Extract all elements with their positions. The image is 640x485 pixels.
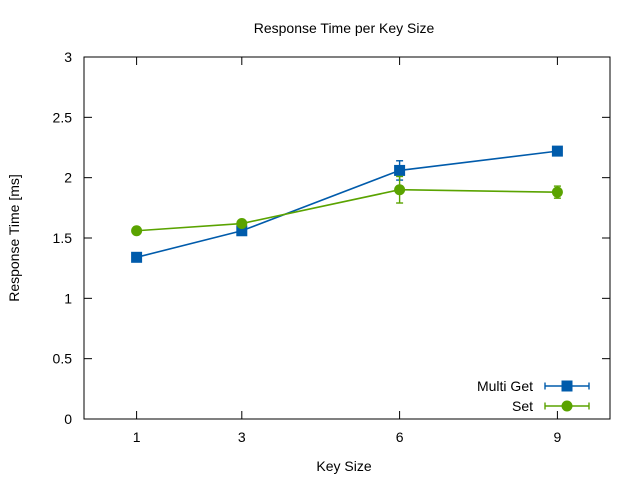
legend: Multi Get Set — [477, 378, 590, 414]
x-tick-label: 9 — [554, 429, 562, 445]
data-point — [551, 145, 563, 157]
y-tick-label: 0.5 — [53, 351, 73, 367]
series-line — [136, 150, 558, 259]
x-tick-label: 1 — [133, 429, 141, 445]
y-tick-label: 2 — [64, 170, 72, 186]
x-tick-label: 6 — [396, 429, 404, 445]
y-tick-label: 1 — [64, 290, 72, 306]
series-line — [136, 188, 558, 232]
y-tick-label: 0 — [64, 411, 72, 427]
series-set — [131, 175, 563, 237]
series-multi-get — [131, 145, 563, 263]
chart-title: Response Time per Key Size — [254, 20, 435, 36]
data-point — [394, 184, 406, 196]
y-axis: 0 0.5 1 1.5 2 2.5 3 — [53, 49, 610, 427]
x-tick-label: 3 — [238, 429, 246, 445]
legend-label: Multi Get — [477, 378, 533, 394]
legend-label: Set — [512, 398, 533, 414]
data-point — [131, 225, 143, 237]
x-axis: 1 3 6 9 — [133, 57, 562, 445]
plot-frame — [83, 56, 611, 420]
data-point — [236, 225, 248, 237]
series-layer — [131, 145, 563, 263]
x-axis-label: Key Size — [316, 458, 371, 474]
y-tick-label: 1.5 — [53, 230, 73, 246]
legend-marker — [561, 400, 573, 412]
y-tick-label: 3 — [64, 49, 72, 65]
data-point — [394, 164, 406, 176]
data-point — [131, 251, 143, 263]
y-tick-label: 2.5 — [53, 109, 73, 125]
y-axis-label: Response Time [ms] — [6, 174, 22, 302]
legend-marker — [561, 380, 573, 392]
data-point — [236, 218, 248, 230]
data-point — [551, 186, 563, 198]
